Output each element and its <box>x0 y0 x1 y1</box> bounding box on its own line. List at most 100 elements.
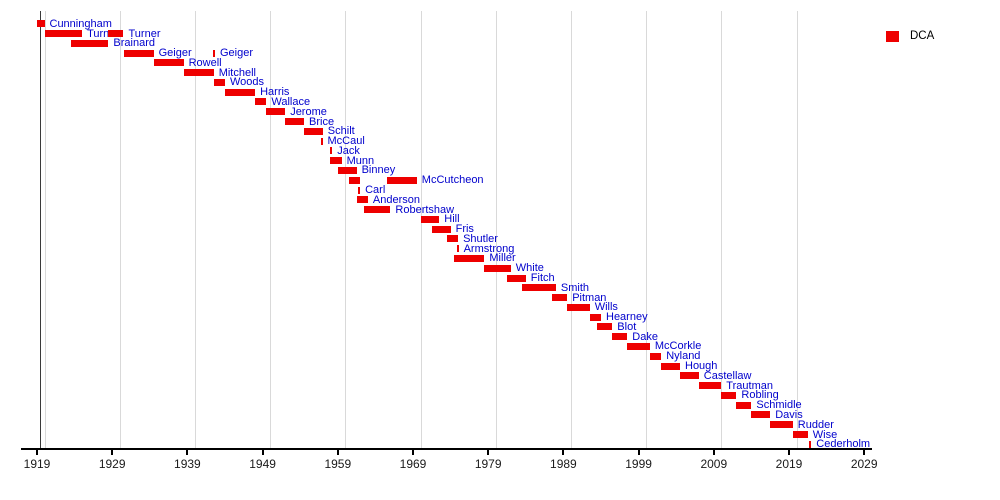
bar-jack <box>330 147 333 155</box>
label-turner[interactable]: Turner <box>128 27 161 40</box>
bar-dake <box>612 333 628 341</box>
label-schmidle[interactable]: Schmidle <box>756 399 802 412</box>
x-axis-tick-label: 2029 <box>850 457 878 471</box>
bar-mccutcheon <box>349 176 361 184</box>
label-fris[interactable]: Fris <box>455 223 474 236</box>
label-mccaul[interactable]: McCaul <box>327 135 365 148</box>
bar-fris <box>431 225 451 233</box>
bar-schilt <box>304 127 323 135</box>
bar-geiger <box>213 49 215 57</box>
decade-gridline <box>345 11 347 448</box>
label-hill[interactable]: Hill <box>444 213 460 226</box>
label-jack[interactable]: Jack <box>337 144 360 157</box>
label-brice[interactable]: Brice <box>309 115 335 128</box>
label-robertshaw[interactable]: Robertshaw <box>395 203 455 216</box>
label-trautman[interactable]: Trautman <box>726 379 773 392</box>
label-schilt[interactable]: Schilt <box>327 125 355 138</box>
label-davis[interactable]: Davis <box>775 408 803 421</box>
bar-schmidle <box>736 401 752 409</box>
x-axis-tick-label: 2009 <box>700 457 728 471</box>
bar-brainard <box>70 39 109 47</box>
label-jerome[interactable]: Jerome <box>290 105 327 118</box>
label-smith[interactable]: Smith <box>560 281 590 294</box>
label-mitchell[interactable]: Mitchell <box>218 66 256 79</box>
x-axis-tick-label: 1959 <box>324 457 352 471</box>
bar-mccorkle <box>627 342 650 350</box>
bar-hearney <box>589 313 601 321</box>
label-wise[interactable]: Wise <box>812 428 838 441</box>
x-axis-tick <box>487 450 490 455</box>
bar-pitman <box>552 294 568 301</box>
label-woods[interactable]: Woods <box>230 76 265 89</box>
bar-cederholm <box>809 440 812 448</box>
label-rowell[interactable]: Rowell <box>188 56 222 69</box>
x-axis-tick-label: 1979 <box>474 457 502 471</box>
legend: DCA <box>886 30 934 42</box>
label-brainard[interactable]: Brainard <box>113 37 155 50</box>
label-hearney[interactable]: Hearney <box>606 311 648 324</box>
x-axis-tick-label: 1939 <box>174 457 201 471</box>
decade-gridline <box>495 11 497 448</box>
label-wallace[interactable]: Wallace <box>271 95 311 108</box>
label-mccutcheon[interactable]: McCutcheon <box>421 174 484 187</box>
x-axis-tick <box>336 450 339 455</box>
label-geiger[interactable]: Geiger <box>220 47 254 59</box>
label-anderson[interactable]: Anderson <box>372 193 420 206</box>
label-fitch[interactable]: Fitch <box>530 272 555 284</box>
x-axis-tick <box>562 450 565 455</box>
bar-turner <box>44 30 83 37</box>
legend-label: DCA <box>910 30 935 42</box>
bar-cunningham <box>37 20 45 28</box>
x-axis-tick-label: 1949 <box>249 457 276 471</box>
label-mccorkle[interactable]: McCorkle <box>654 340 702 353</box>
label-cunningham[interactable]: Cunningham <box>49 17 112 30</box>
label-castellaw[interactable]: Castellaw <box>703 369 752 382</box>
bar-munn <box>330 157 342 165</box>
bar-turner <box>108 30 124 37</box>
x-axis-tick <box>412 450 414 455</box>
bar-rudder <box>770 421 793 429</box>
decade-gridline <box>119 11 121 448</box>
x-axis-tick <box>712 450 715 455</box>
bar-miller <box>454 254 485 262</box>
label-pitman[interactable]: Pitman <box>572 291 607 304</box>
x-axis-tick <box>111 450 114 455</box>
bar-trautman <box>698 382 722 390</box>
label-wills[interactable]: Wills <box>594 301 618 314</box>
bar-wallace <box>255 98 267 106</box>
label-harris[interactable]: Harris <box>260 86 290 99</box>
bar-fitch <box>507 274 526 282</box>
bar-smith <box>522 284 556 292</box>
bar-wills <box>567 303 590 311</box>
x-axis-tick-label: 1989 <box>550 457 577 471</box>
label-armstrong[interactable]: Armstrong <box>463 242 515 255</box>
bar-robertshaw <box>364 206 391 213</box>
label-miller[interactable]: Miller <box>489 252 516 265</box>
decade-gridline <box>44 11 46 448</box>
label-nyland[interactable]: Nyland <box>666 350 701 363</box>
label-shutler[interactable]: Shutler <box>463 232 498 245</box>
bar-white <box>484 264 511 272</box>
label-rudder[interactable]: Rudder <box>797 418 834 431</box>
bar-anderson <box>356 196 368 204</box>
bar-mccutcheon <box>386 176 417 184</box>
x-axis-line <box>21 448 872 450</box>
label-munn[interactable]: Munn <box>346 154 375 167</box>
label-blot[interactable]: Blot <box>617 320 637 333</box>
label-geiger[interactable]: Geiger <box>158 47 192 59</box>
bar-hill <box>420 215 440 223</box>
label-binney[interactable]: Binney <box>361 164 396 177</box>
bar-woods <box>213 78 225 86</box>
label-cederholm[interactable]: Cederholm <box>816 438 871 451</box>
label-hough[interactable]: Hough <box>685 360 718 372</box>
x-axis-tick-label: 1929 <box>98 457 126 471</box>
label-white[interactable]: White <box>515 262 544 275</box>
x-axis-tick-label: 1969 <box>399 457 427 471</box>
bar-harris <box>225 88 256 96</box>
label-carl[interactable]: Carl <box>365 184 386 196</box>
x-axis-tick <box>863 450 866 455</box>
bar-nyland <box>649 352 662 360</box>
label-dake[interactable]: Dake <box>632 330 658 343</box>
label-robling[interactable]: Robling <box>741 389 779 402</box>
bar-blot <box>597 323 613 331</box>
